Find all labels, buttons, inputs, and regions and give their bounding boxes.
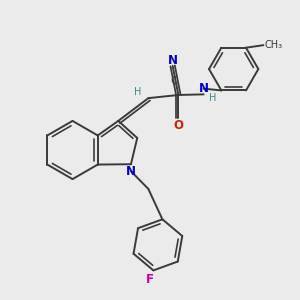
Text: CH₃: CH₃ [264,40,283,50]
Text: N: N [126,165,136,178]
Text: H: H [134,88,141,98]
Text: O: O [173,119,183,132]
Text: H: H [209,93,216,103]
Text: N: N [168,54,178,67]
Text: F: F [146,273,154,286]
Text: N: N [199,82,208,94]
Text: C: C [171,76,178,86]
